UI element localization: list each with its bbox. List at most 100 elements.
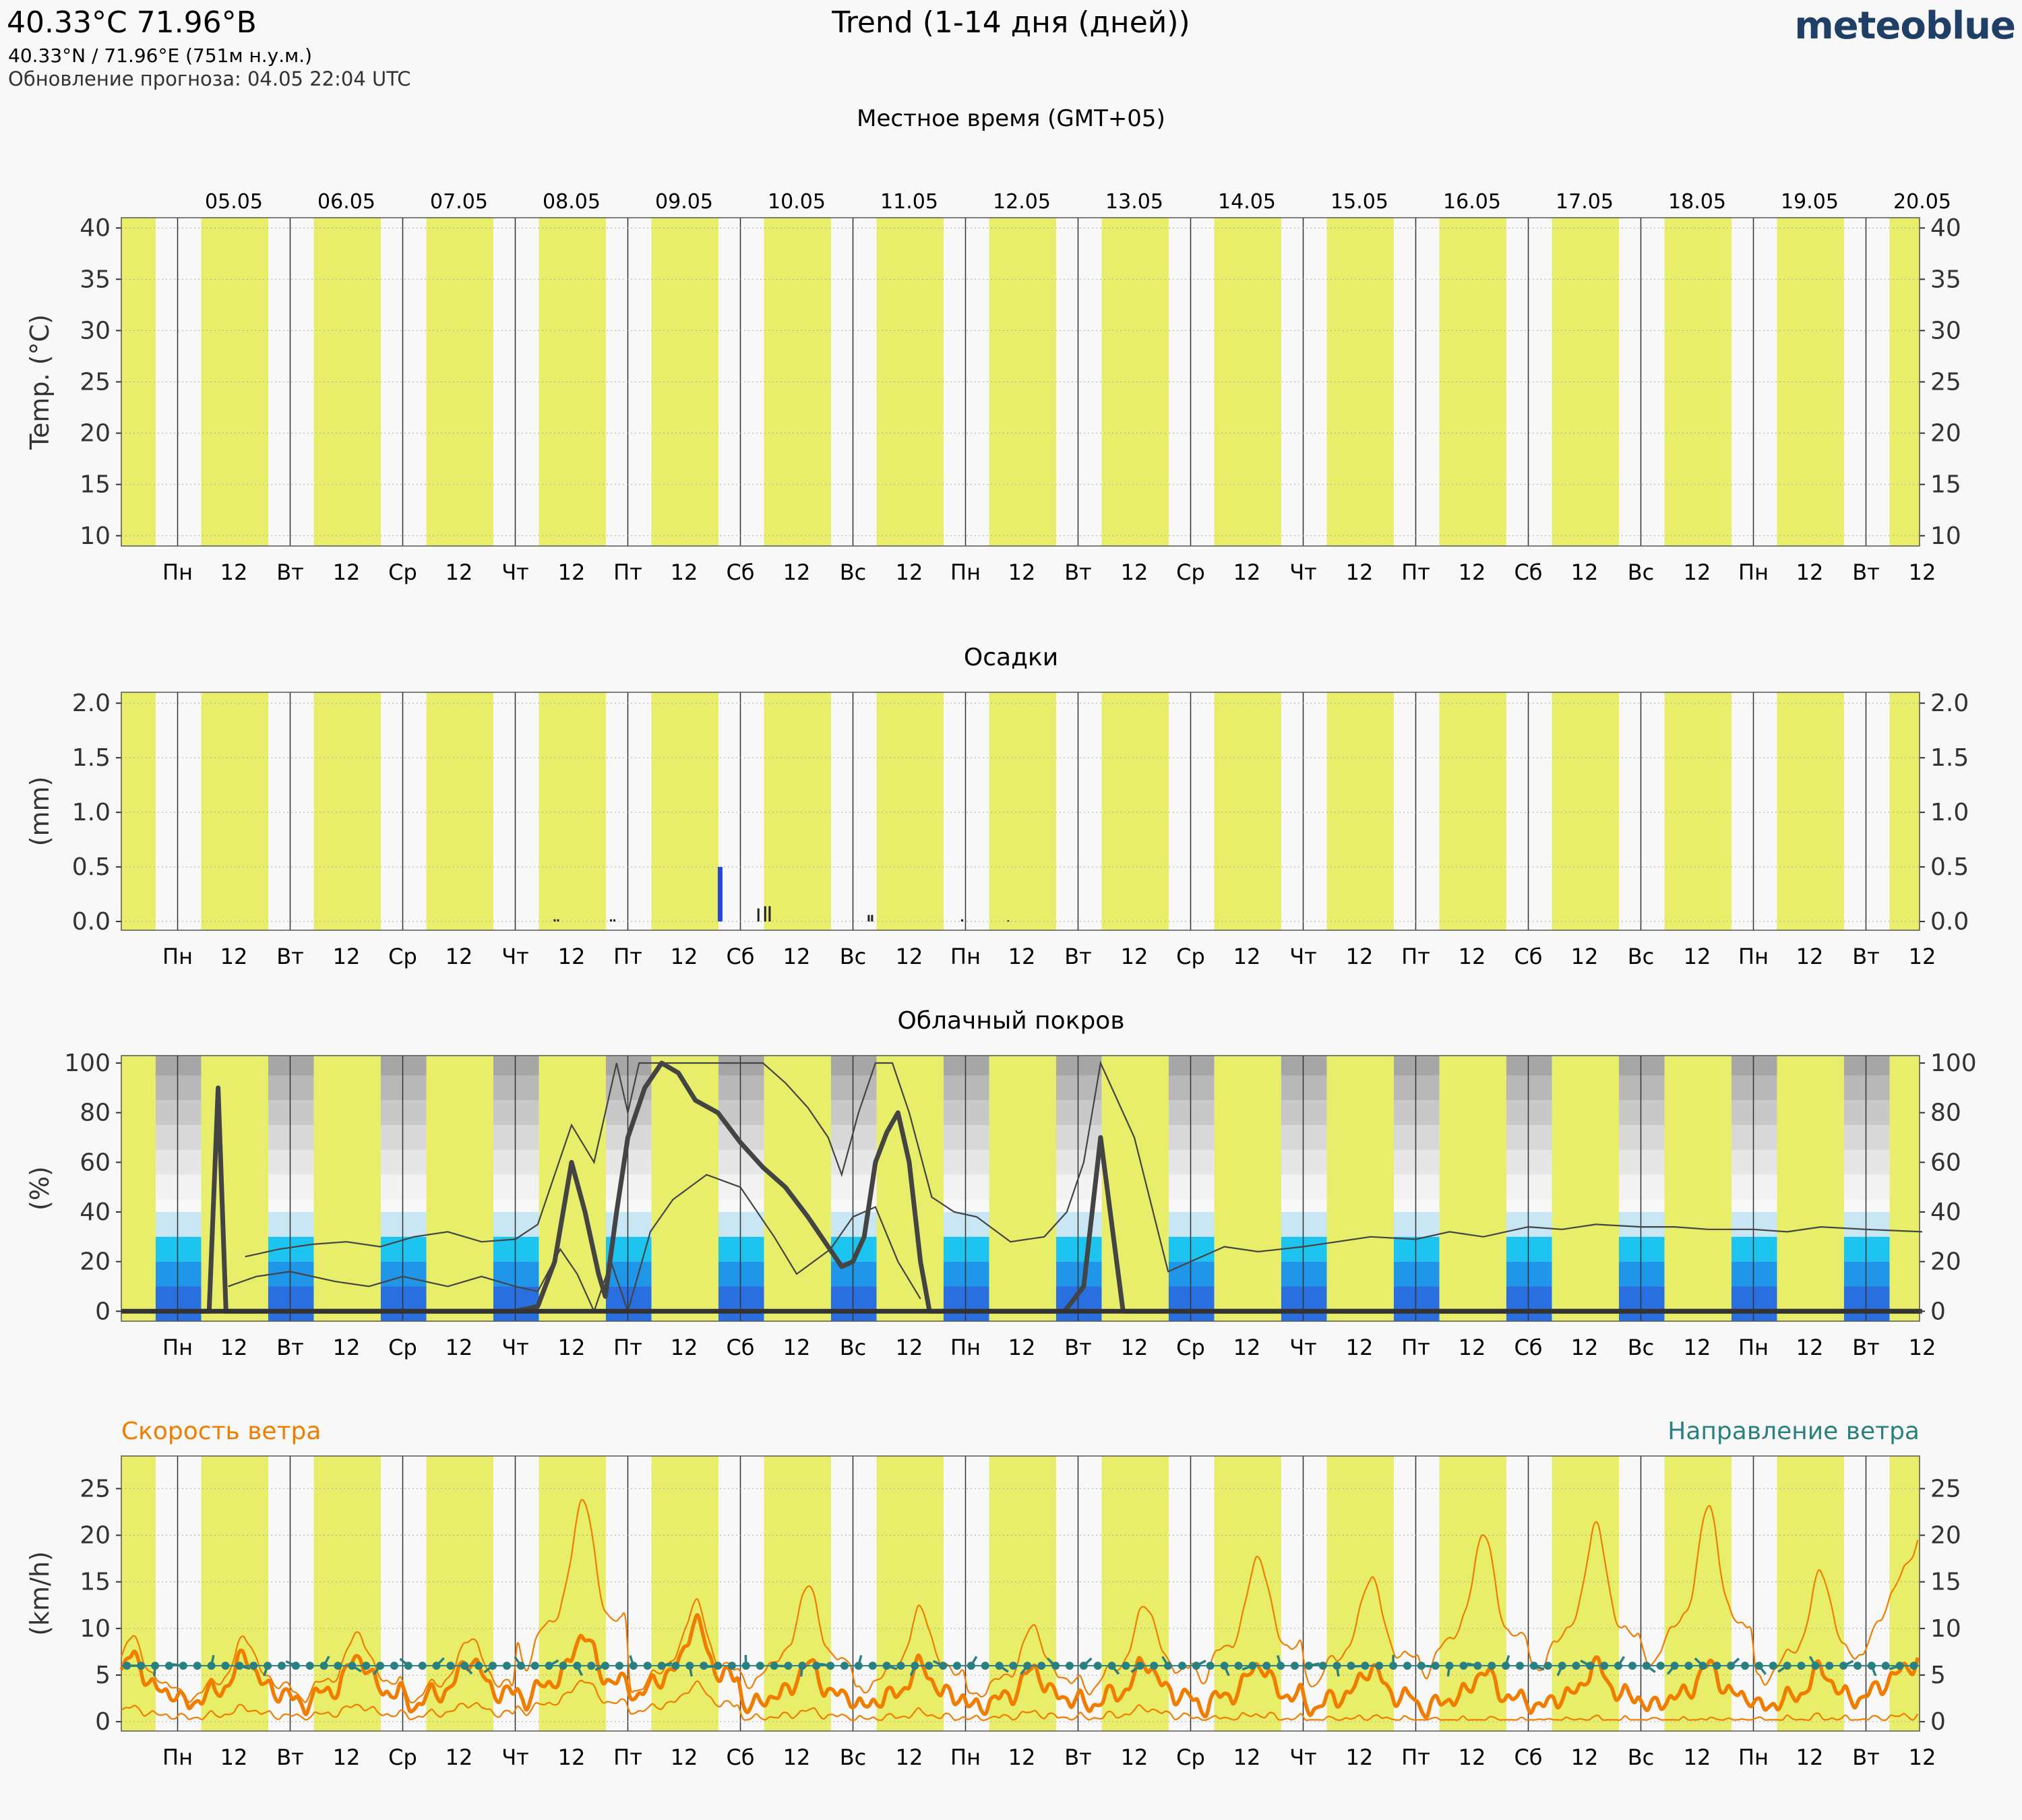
- x-tick-label: Пт: [613, 1335, 642, 1360]
- y-tick-label-right: 100: [1930, 1050, 1977, 1077]
- wind-direction-marker: [559, 1662, 568, 1670]
- low-cloud-band: [1281, 1261, 1327, 1287]
- x-tick-label: 12: [1684, 559, 1711, 585]
- low-cloud-band: [1168, 1286, 1215, 1321]
- y-tick-label-left: 100: [64, 1050, 111, 1077]
- low-cloud-band: [380, 1211, 427, 1237]
- y-tick-label-right: 25: [1930, 369, 1961, 396]
- x-tick-label: 12: [783, 1335, 811, 1360]
- x-tick-label: 12: [671, 1745, 698, 1770]
- low-cloud-band: [1506, 1211, 1552, 1237]
- wind-direction-arrow: [1196, 1660, 1206, 1667]
- high-cloud-band: [1168, 1174, 1215, 1200]
- daylight-band: [1889, 1056, 1920, 1321]
- wind-direction-marker: [1009, 1662, 1018, 1670]
- high-cloud-band: [493, 1056, 539, 1076]
- x-tick-label: 12: [783, 1745, 811, 1770]
- wind-direction-arrow: [1467, 1662, 1478, 1667]
- x-tick-label: Чт: [501, 559, 529, 585]
- daylight-band: [313, 1056, 381, 1321]
- date-label: 20.05: [1893, 190, 1951, 214]
- wind-direction-arrow: [1047, 1658, 1057, 1667]
- x-tick-label: Ср: [1176, 944, 1205, 969]
- y-tick-label-right: 25: [1930, 1475, 1961, 1503]
- x-tick-label: Пт: [613, 944, 642, 969]
- wind-direction-marker: [277, 1662, 286, 1670]
- high-cloud-band: [1506, 1075, 1552, 1101]
- precipitation-bar: [764, 906, 766, 922]
- y-tick-label-right: 1.5: [1930, 744, 1969, 772]
- x-tick-label: 12: [1121, 1745, 1148, 1770]
- wind-direction-arrow: [1666, 1665, 1676, 1675]
- meteoblue-logo[interactable]: meteoblue: [1794, 4, 2016, 48]
- high-cloud-band: [830, 1056, 877, 1076]
- wind-direction-marker: [221, 1662, 230, 1670]
- daylight-band: [1214, 1056, 1281, 1321]
- x-tick-label: Пн: [162, 944, 193, 969]
- wind-direction-marker: [952, 1662, 961, 1670]
- low-cloud-band: [830, 1261, 877, 1287]
- wind-direction-marker: [1065, 1662, 1074, 1670]
- y-tick-label-left: 40: [80, 214, 111, 242]
- x-tick-label: Чт: [1289, 1745, 1317, 1770]
- low-cloud-band: [830, 1286, 877, 1321]
- low-cloud-band: [718, 1236, 764, 1262]
- daylight-band: [313, 692, 381, 930]
- high-cloud-band: [493, 1125, 539, 1150]
- x-tick-label: Сб: [726, 1745, 754, 1770]
- wind-direction-marker: [868, 1662, 877, 1670]
- plot-frame: [121, 692, 1920, 931]
- precipitation-bar: [613, 919, 615, 922]
- y-tick-label-left: 25: [80, 1475, 111, 1503]
- wind-direction-marker: [1177, 1662, 1186, 1670]
- daylight-band: [651, 1456, 718, 1731]
- y-tick-label-right: 40: [1930, 1199, 1961, 1226]
- panel-title: Облачный покров: [897, 1007, 1124, 1035]
- wind-direction-marker: [530, 1662, 539, 1670]
- low-cloud-band: [380, 1261, 427, 1287]
- high-cloud-band: [1055, 1056, 1102, 1076]
- daylight-band: [989, 218, 1056, 546]
- x-tick-label: 12: [1459, 944, 1486, 969]
- high-cloud-band: [1168, 1056, 1215, 1076]
- x-tick-label: 12: [1796, 1335, 1824, 1360]
- x-tick-label: 12: [1459, 1335, 1486, 1360]
- y-tick-label-right: 20: [1930, 1522, 1961, 1550]
- x-tick-label: 12: [1233, 1745, 1261, 1770]
- x-tick-label: 12: [220, 559, 248, 585]
- x-tick-label: 12: [333, 1745, 361, 1770]
- wind-direction-marker: [925, 1662, 933, 1670]
- wind-direction-marker: [1290, 1662, 1299, 1670]
- wind-direction-marker: [390, 1662, 398, 1670]
- wind-direction-marker: [1262, 1662, 1271, 1670]
- wind-direction-arrow: [1277, 1655, 1282, 1666]
- wind-direction-marker: [1122, 1662, 1130, 1670]
- date-label: 06.05: [317, 190, 375, 214]
- low-cloud-band: [943, 1286, 989, 1321]
- wind-direction-arrow: [1223, 1665, 1230, 1676]
- date-label: 10.05: [768, 190, 826, 214]
- high-cloud-band: [943, 1056, 989, 1076]
- x-tick-label: Пн: [1738, 559, 1769, 585]
- daylight-band: [876, 692, 944, 930]
- x-tick-label: 12: [1008, 559, 1036, 585]
- x-tick-label: 12: [220, 944, 248, 969]
- high-cloud-band: [718, 1056, 764, 1076]
- x-tick-label: 12: [1684, 944, 1711, 969]
- wind-direction-marker: [334, 1662, 342, 1670]
- high-cloud-band: [268, 1075, 314, 1101]
- x-tick-label: 12: [1121, 944, 1148, 969]
- x-tick-label: 12: [1459, 559, 1486, 585]
- wind-direction-marker: [164, 1662, 173, 1670]
- date-label: 14.05: [1218, 190, 1276, 214]
- wind-direction-arrow: [1504, 1655, 1510, 1666]
- wind-direction-arrow: [285, 1660, 297, 1667]
- wind-direction-arrow: [399, 1658, 409, 1667]
- x-tick-label: 12: [1008, 1745, 1036, 1770]
- low-cloud-band: [1731, 1211, 1777, 1237]
- y-tick-label-left: 60: [80, 1149, 111, 1176]
- x-tick-label: Пт: [1401, 1335, 1430, 1360]
- wind-direction-arrow: [1130, 1664, 1141, 1674]
- x-tick-label: 12: [558, 559, 586, 585]
